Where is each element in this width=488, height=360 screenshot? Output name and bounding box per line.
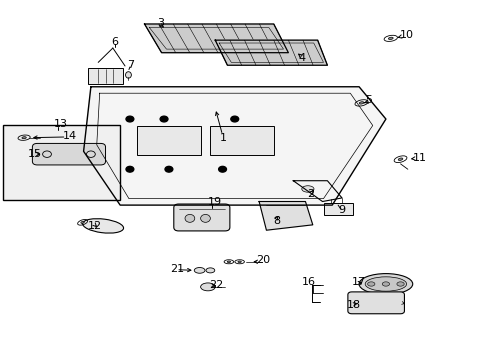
Bar (210, 126, 273, 155)
Text: 22: 22 (209, 280, 223, 290)
Ellipse shape (358, 274, 412, 294)
Text: 13: 13 (53, 119, 67, 129)
Text: 9: 9 (337, 206, 345, 216)
Ellipse shape (367, 282, 374, 286)
Text: 19: 19 (207, 197, 222, 207)
Circle shape (230, 116, 238, 122)
Text: 8: 8 (272, 216, 279, 226)
Ellipse shape (184, 215, 194, 222)
Ellipse shape (396, 282, 404, 286)
Polygon shape (259, 202, 312, 230)
Ellipse shape (205, 268, 214, 273)
Circle shape (160, 116, 167, 122)
Ellipse shape (81, 221, 84, 223)
Ellipse shape (397, 158, 402, 161)
Polygon shape (215, 40, 327, 65)
Ellipse shape (194, 267, 204, 273)
Ellipse shape (238, 261, 241, 262)
Text: 16: 16 (302, 277, 315, 287)
Text: 17: 17 (351, 277, 365, 287)
Text: 11: 11 (412, 153, 427, 163)
Ellipse shape (387, 37, 392, 40)
Text: 7: 7 (127, 60, 134, 70)
Circle shape (126, 166, 134, 172)
Text: 12: 12 (87, 221, 102, 231)
FancyBboxPatch shape (173, 204, 229, 231)
FancyBboxPatch shape (32, 143, 105, 165)
Text: 14: 14 (63, 131, 77, 141)
Ellipse shape (200, 283, 215, 291)
FancyBboxPatch shape (324, 203, 352, 215)
Text: 1: 1 (220, 133, 226, 143)
Ellipse shape (22, 137, 26, 139)
Ellipse shape (227, 261, 230, 262)
Circle shape (126, 116, 134, 122)
Circle shape (218, 166, 226, 172)
FancyBboxPatch shape (88, 68, 122, 84)
Text: 4: 4 (298, 53, 305, 63)
FancyBboxPatch shape (3, 125, 120, 201)
Circle shape (164, 166, 172, 172)
Ellipse shape (82, 219, 123, 233)
Ellipse shape (301, 186, 313, 192)
Ellipse shape (359, 102, 363, 104)
Text: 2: 2 (306, 189, 313, 199)
Text: 3: 3 (157, 18, 163, 28)
Text: 15: 15 (27, 149, 41, 159)
Polygon shape (83, 87, 385, 205)
Ellipse shape (125, 72, 131, 78)
Text: 10: 10 (399, 31, 413, 40)
Ellipse shape (382, 282, 389, 286)
Text: 20: 20 (256, 255, 270, 265)
Text: 5: 5 (365, 95, 372, 105)
Text: 6: 6 (111, 37, 118, 46)
Bar (137, 126, 200, 155)
Text: 21: 21 (170, 264, 184, 274)
Polygon shape (144, 24, 288, 53)
Ellipse shape (200, 215, 210, 222)
FancyBboxPatch shape (347, 292, 404, 314)
Ellipse shape (365, 277, 406, 291)
Text: 18: 18 (346, 300, 360, 310)
